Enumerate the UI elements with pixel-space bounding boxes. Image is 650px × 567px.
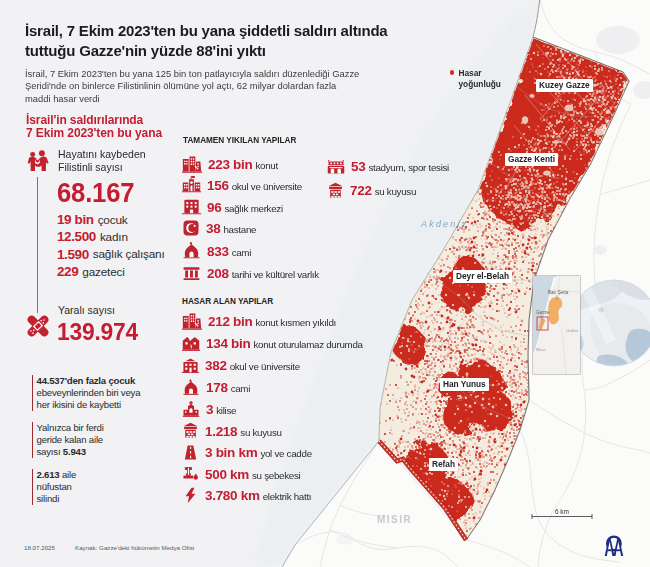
svg-text:Gazze: Gazze — [536, 310, 550, 315]
svg-text:Ürdün: Ürdün — [566, 328, 579, 333]
svg-text:6 km: 6 km — [555, 508, 569, 515]
svg-text:Batı Şeria: Batı Şeria — [548, 290, 569, 295]
svg-text:Mısır: Mısır — [536, 347, 546, 352]
